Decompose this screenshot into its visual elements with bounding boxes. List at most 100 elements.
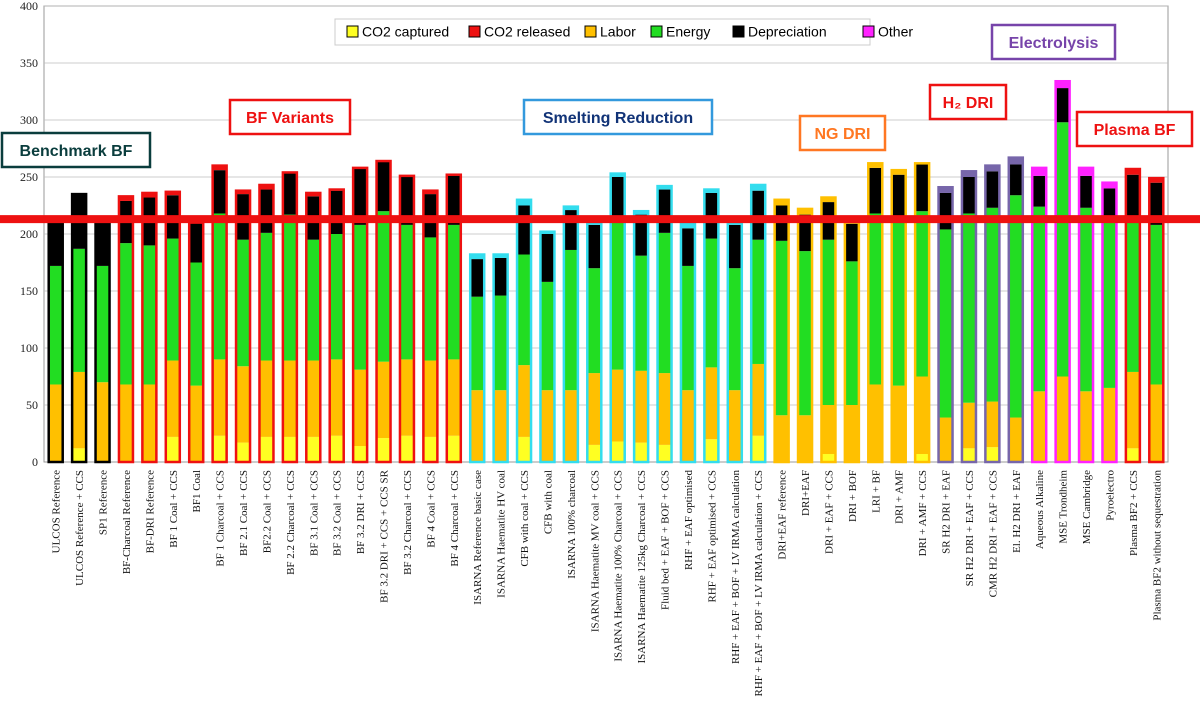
bar-segment-depreciation xyxy=(657,189,672,233)
bar-40 xyxy=(960,170,978,464)
bar-segment-energy xyxy=(587,268,602,374)
bar-segment-depreciation xyxy=(212,170,227,214)
bar-43 xyxy=(1030,166,1048,464)
bar-segment-depreciation xyxy=(634,214,649,256)
group-label-box: Electrolysis xyxy=(990,23,1117,61)
legend-label: Other xyxy=(878,24,913,40)
bar-segment-co2-captured xyxy=(1125,448,1140,462)
bar-segment-co2-captured xyxy=(610,441,625,462)
group-label-text: Plasma BF xyxy=(1094,122,1176,139)
bar-7 xyxy=(187,221,205,464)
category-label: Plasma BF2 + CCS xyxy=(1128,470,1140,556)
bar-segment-energy xyxy=(844,261,859,405)
bar-segment-cap xyxy=(680,222,695,229)
bar-segment-cap xyxy=(259,184,274,190)
bar-segment-energy xyxy=(868,213,883,385)
bar-segment-labor xyxy=(915,376,930,455)
bar-33 xyxy=(796,207,814,464)
bar-segment-labor xyxy=(48,384,63,462)
bar-segment-labor xyxy=(985,401,1000,448)
bar-segment-labor xyxy=(727,390,742,462)
bar-segment-cap xyxy=(868,163,883,168)
bar-segment-labor xyxy=(282,360,297,437)
bar-segment-cap xyxy=(1102,182,1117,189)
group-label-box: BF Variants xyxy=(228,98,352,136)
bar-segment-energy xyxy=(985,207,1000,402)
legend-label: CO2 captured xyxy=(362,24,449,40)
bar-outline xyxy=(328,188,345,464)
bar-segment-co2-captured xyxy=(282,436,297,462)
legend-swatch-labor xyxy=(584,25,597,38)
bar-segment-energy xyxy=(1055,122,1070,377)
y-tick-label: 250 xyxy=(20,170,38,184)
bar-segment-cap xyxy=(891,170,906,175)
category-label: ULCOS Reference xyxy=(51,470,63,554)
bar-segment-labor xyxy=(212,359,227,436)
category-label: BF 1 Charcoal + CCS xyxy=(215,470,227,567)
category-label: BF 3.2 DRI + CCS + CCS SR xyxy=(379,469,391,603)
category-label: ULCOS Reference + CCS xyxy=(74,470,86,586)
bar-29 xyxy=(703,188,720,464)
category-label: BF 2.2 Charcoal + CCS xyxy=(285,470,297,575)
bar-outline xyxy=(70,192,88,464)
bar-segment-depreciation xyxy=(329,190,344,234)
bar-segment-labor xyxy=(891,385,906,462)
category-label: BF 4 Coal + CCS xyxy=(425,470,437,548)
group-label-border xyxy=(228,98,352,136)
bar-outline xyxy=(234,189,252,464)
bar-segment-energy xyxy=(563,249,578,391)
bar-outline xyxy=(1124,167,1142,464)
bar-4 xyxy=(117,195,135,464)
legend-label: Energy xyxy=(666,24,710,40)
bar-outline xyxy=(117,195,135,464)
y-tick-label: 200 xyxy=(20,227,38,241)
y-tick-label: 150 xyxy=(20,284,38,298)
bar-outline xyxy=(1077,166,1095,464)
bar-segment-energy xyxy=(634,255,649,371)
y-tick-label: 400 xyxy=(20,0,38,13)
bar-segment-co2-captured xyxy=(306,436,321,462)
group-label-text: Benchmark BF xyxy=(20,143,133,160)
bar-segment-cap xyxy=(634,211,649,215)
bar-segment-depreciation xyxy=(868,167,883,214)
legend-label: Labor xyxy=(600,24,636,40)
bar-segment-depreciation xyxy=(353,167,368,225)
bar-segment-labor xyxy=(821,405,836,455)
bar-segment-energy xyxy=(118,243,133,385)
bar-segment-energy xyxy=(1079,207,1094,392)
category-label: RHF + EAF optimised + CCS xyxy=(706,470,718,603)
category-label: DRI + BOF xyxy=(847,470,859,522)
bar-segment-depreciation xyxy=(95,222,110,266)
bar-segment-energy xyxy=(1102,216,1117,388)
bar-segment-labor xyxy=(1055,376,1070,462)
bar-segment-labor xyxy=(1149,384,1164,462)
bar-segment-labor xyxy=(868,384,883,462)
bar-47 xyxy=(1124,167,1142,464)
group-label-border xyxy=(522,98,714,136)
bar-segment-depreciation xyxy=(961,177,976,214)
category-label: ISARNA 100% charcoal xyxy=(566,470,578,579)
category-label: Pyroelectro xyxy=(1104,470,1116,521)
bar-segment-labor xyxy=(938,417,953,462)
category-label: DRI + AMF xyxy=(894,470,906,524)
bar-segment-cap xyxy=(142,192,157,198)
bar-28 xyxy=(679,221,697,464)
bar-35 xyxy=(843,219,861,464)
legend-swatch-energy xyxy=(650,25,663,38)
bar-segment-energy xyxy=(259,232,274,361)
bar-outline xyxy=(796,207,814,464)
bar-segment-energy xyxy=(1149,224,1164,385)
bar-11 xyxy=(281,171,299,464)
category-label: ISARNA Haematite 125kg Charcoal + CCS xyxy=(636,470,648,664)
bar-outline xyxy=(1030,166,1048,464)
bar-30 xyxy=(726,221,744,464)
bar-segment-cap xyxy=(610,173,625,177)
bar-segment-cap xyxy=(774,199,789,206)
bar-segment-co2-captured xyxy=(751,435,766,462)
bar-segment-labor xyxy=(1125,371,1140,449)
bar-segment-energy xyxy=(306,239,321,361)
category-label: BF-DRI Reference xyxy=(144,470,156,554)
legend-label: Depreciation xyxy=(748,24,827,40)
bar-segment-depreciation xyxy=(1008,164,1023,196)
bar-26 xyxy=(632,209,650,464)
